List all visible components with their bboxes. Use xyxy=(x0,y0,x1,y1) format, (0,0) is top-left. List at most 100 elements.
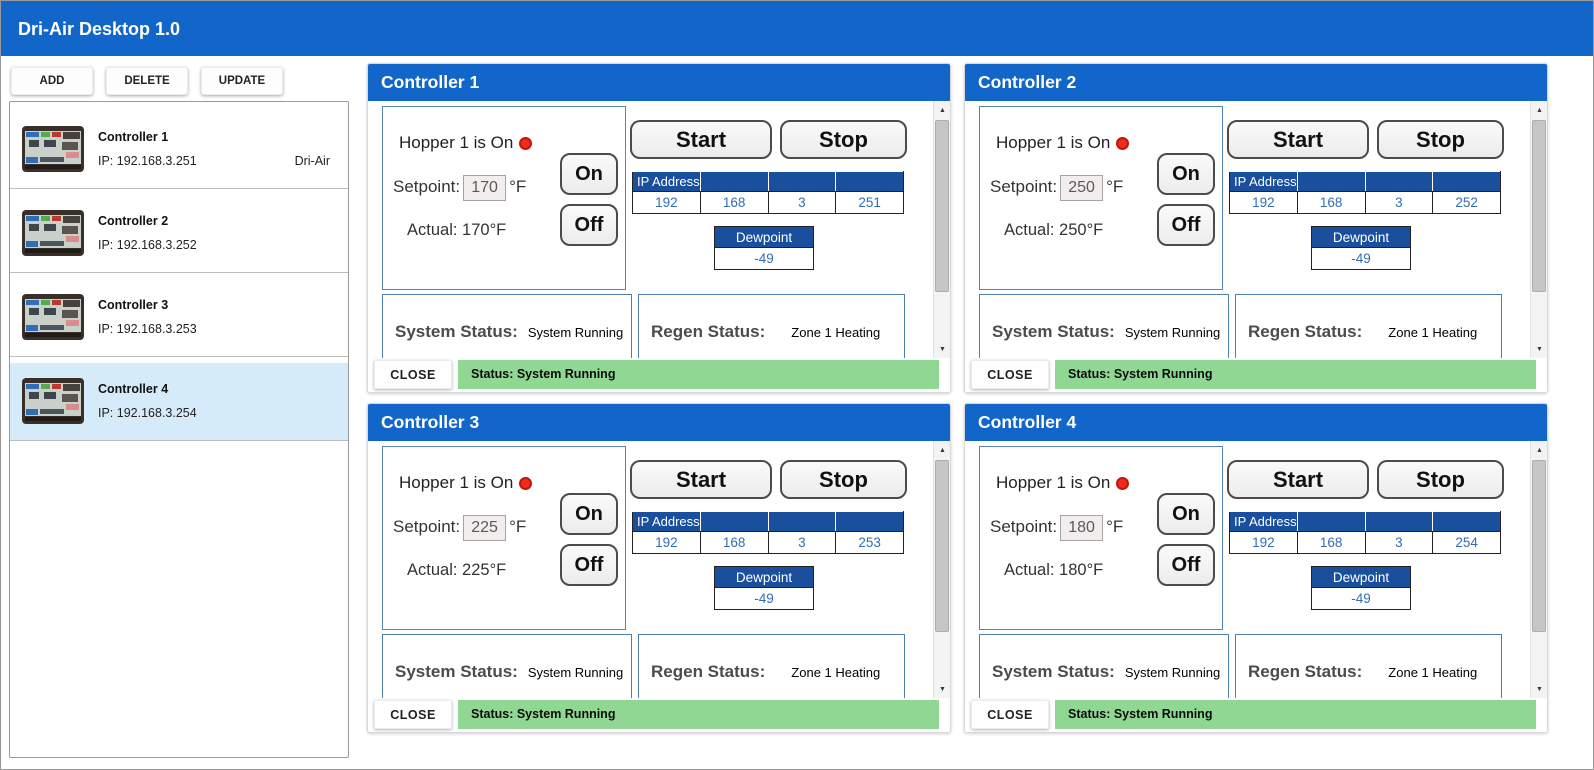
stop-button[interactable]: Stop xyxy=(1377,120,1504,159)
scrollbar-thumb[interactable] xyxy=(1532,460,1546,632)
system-status-label: System Status: xyxy=(395,322,518,341)
start-button[interactable]: Start xyxy=(1227,460,1369,499)
ip-table-header-cell xyxy=(767,171,837,192)
hopper-box: Hopper 1 is On Setpoint: °F Actual: 225°F… xyxy=(382,446,626,630)
degrees-label: °F xyxy=(509,177,527,196)
app-title-bar: Dri-Air Desktop 1.0 xyxy=(1,1,1593,56)
start-button[interactable]: Start xyxy=(630,120,772,159)
system-status-value: System Running xyxy=(1124,325,1221,340)
ip-octet-4: 251 xyxy=(835,191,904,214)
scroll-up-arrow-icon[interactable]: ▲ xyxy=(939,106,946,114)
scrollbar-thumb[interactable] xyxy=(935,460,949,632)
ip-table-header-cell xyxy=(1296,171,1366,192)
list-item-controller-4[interactable]: Controller 4 IP: 192.168.3.254 xyxy=(10,363,348,441)
dewpoint-header: Dewpoint xyxy=(1311,566,1411,588)
controller-ip: IP: 192.168.3.251 xyxy=(98,154,197,168)
toolbar: ADD DELETE UPDATE xyxy=(11,67,283,95)
hopper-on-button[interactable]: On xyxy=(560,493,618,535)
app-title: Dri-Air Desktop 1.0 xyxy=(18,19,181,39)
dewpoint-value: -49 xyxy=(714,247,814,270)
dewpoint-value: -49 xyxy=(1311,587,1411,610)
close-button[interactable]: CLOSE xyxy=(374,360,452,389)
scroll-up-arrow-icon[interactable]: ▲ xyxy=(939,446,946,454)
degrees-label: °F xyxy=(1106,517,1124,536)
list-item-controller-1[interactable]: Controller 1 IP: 192.168.3.251 Dri-Air xyxy=(10,111,348,189)
vertical-scrollbar[interactable]: ▲ ▼ xyxy=(1530,101,1547,358)
update-button[interactable]: UPDATE xyxy=(201,67,283,95)
setpoint-input[interactable] xyxy=(1060,175,1104,201)
scroll-down-arrow-icon[interactable]: ▼ xyxy=(1536,345,1543,353)
actual-label: Actual: xyxy=(407,561,458,579)
panel-footer: CLOSE Status: System Running xyxy=(965,358,1547,392)
setpoint-input[interactable] xyxy=(463,175,507,201)
ip-address-table: IP Address 192 168 3 251 xyxy=(632,171,904,214)
setpoint-label: Setpoint: xyxy=(990,177,1058,196)
setpoint-input[interactable] xyxy=(463,515,507,541)
vertical-scrollbar[interactable]: ▲ ▼ xyxy=(933,101,950,358)
dewpoint-table: Dewpoint -49 xyxy=(714,566,814,610)
scrollbar-thumb[interactable] xyxy=(935,120,949,292)
panel-title: Controller 1 xyxy=(368,64,950,101)
hopper-off-button[interactable]: Off xyxy=(560,204,618,246)
hopper-on-button[interactable]: On xyxy=(1157,493,1215,535)
ip-octet-4: 253 xyxy=(835,531,904,554)
close-button[interactable]: CLOSE xyxy=(374,700,452,729)
add-button[interactable]: ADD xyxy=(11,67,93,95)
vertical-scrollbar[interactable]: ▲ ▼ xyxy=(1530,441,1547,698)
delete-button[interactable]: DELETE xyxy=(106,67,188,95)
scroll-up-arrow-icon[interactable]: ▲ xyxy=(1536,446,1543,454)
hopper-on-indicator xyxy=(1116,477,1130,490)
system-status-box: System Status: System Running xyxy=(382,294,632,358)
status-bar: Status: System Running xyxy=(458,360,939,389)
vertical-scrollbar[interactable]: ▲ ▼ xyxy=(933,441,950,698)
scrollbar-thumb[interactable] xyxy=(1532,120,1546,292)
regen-status-value: Zone 1 Heating xyxy=(791,325,881,340)
stop-button[interactable]: Stop xyxy=(780,460,907,499)
ip-table-header: IP Address xyxy=(1229,511,1298,532)
stop-button[interactable]: Stop xyxy=(1377,460,1504,499)
panel-footer: CLOSE Status: System Running xyxy=(368,358,950,392)
hopper-status-label: Hopper 1 is On xyxy=(996,133,1111,152)
start-button[interactable]: Start xyxy=(1227,120,1369,159)
scroll-down-arrow-icon[interactable]: ▼ xyxy=(939,685,946,693)
panel-body: Hopper 1 is On Setpoint: °F Actual: 225°F… xyxy=(368,441,950,698)
close-button[interactable]: CLOSE xyxy=(971,360,1049,389)
regen-status-label: Regen Status: xyxy=(651,662,766,681)
ip-table-header: IP Address xyxy=(1229,171,1298,192)
regen-status-label: Regen Status: xyxy=(1248,662,1363,681)
stop-button[interactable]: Stop xyxy=(780,120,907,159)
ip-table-header: IP Address xyxy=(632,511,701,532)
ip-octet-1: 192 xyxy=(1229,191,1298,214)
controller-tag: Dri-Air xyxy=(294,154,330,168)
controller-ip: IP: 192.168.3.252 xyxy=(98,238,197,252)
degrees-label: °F xyxy=(1106,177,1124,196)
list-item-controller-2[interactable]: Controller 2 IP: 192.168.3.252 xyxy=(10,195,348,273)
scroll-down-arrow-icon[interactable]: ▼ xyxy=(1536,685,1543,693)
controller-thumbnail xyxy=(22,126,84,177)
system-status-box: System Status: System Running xyxy=(979,294,1229,358)
hopper-off-button[interactable]: Off xyxy=(1157,544,1215,586)
dewpoint-header: Dewpoint xyxy=(1311,226,1411,248)
start-button[interactable]: Start xyxy=(630,460,772,499)
scroll-up-arrow-icon[interactable]: ▲ xyxy=(1536,106,1543,114)
degrees-label: °F xyxy=(509,517,527,536)
close-button[interactable]: CLOSE xyxy=(971,700,1049,729)
system-status-box: System Status: System Running xyxy=(979,634,1229,698)
actual-label: Actual: xyxy=(1004,561,1055,579)
system-status-value: System Running xyxy=(1124,665,1221,680)
hopper-on-button[interactable]: On xyxy=(560,153,618,195)
setpoint-input[interactable] xyxy=(1060,515,1104,541)
actual-value: 225°F xyxy=(462,561,507,579)
hopper-on-button[interactable]: On xyxy=(1157,153,1215,195)
ip-table-header-cell xyxy=(835,171,904,192)
setpoint-label: Setpoint: xyxy=(393,177,461,196)
hopper-off-button[interactable]: Off xyxy=(560,544,618,586)
scroll-down-arrow-icon[interactable]: ▼ xyxy=(939,345,946,353)
hopper-off-button[interactable]: Off xyxy=(1157,204,1215,246)
ip-octet-1: 192 xyxy=(632,531,701,554)
controller-ip: IP: 192.168.3.254 xyxy=(98,406,197,420)
dewpoint-table: Dewpoint -49 xyxy=(714,226,814,270)
list-item-controller-3[interactable]: Controller 3 IP: 192.168.3.253 xyxy=(10,279,348,357)
ip-octet-1: 192 xyxy=(632,191,701,214)
